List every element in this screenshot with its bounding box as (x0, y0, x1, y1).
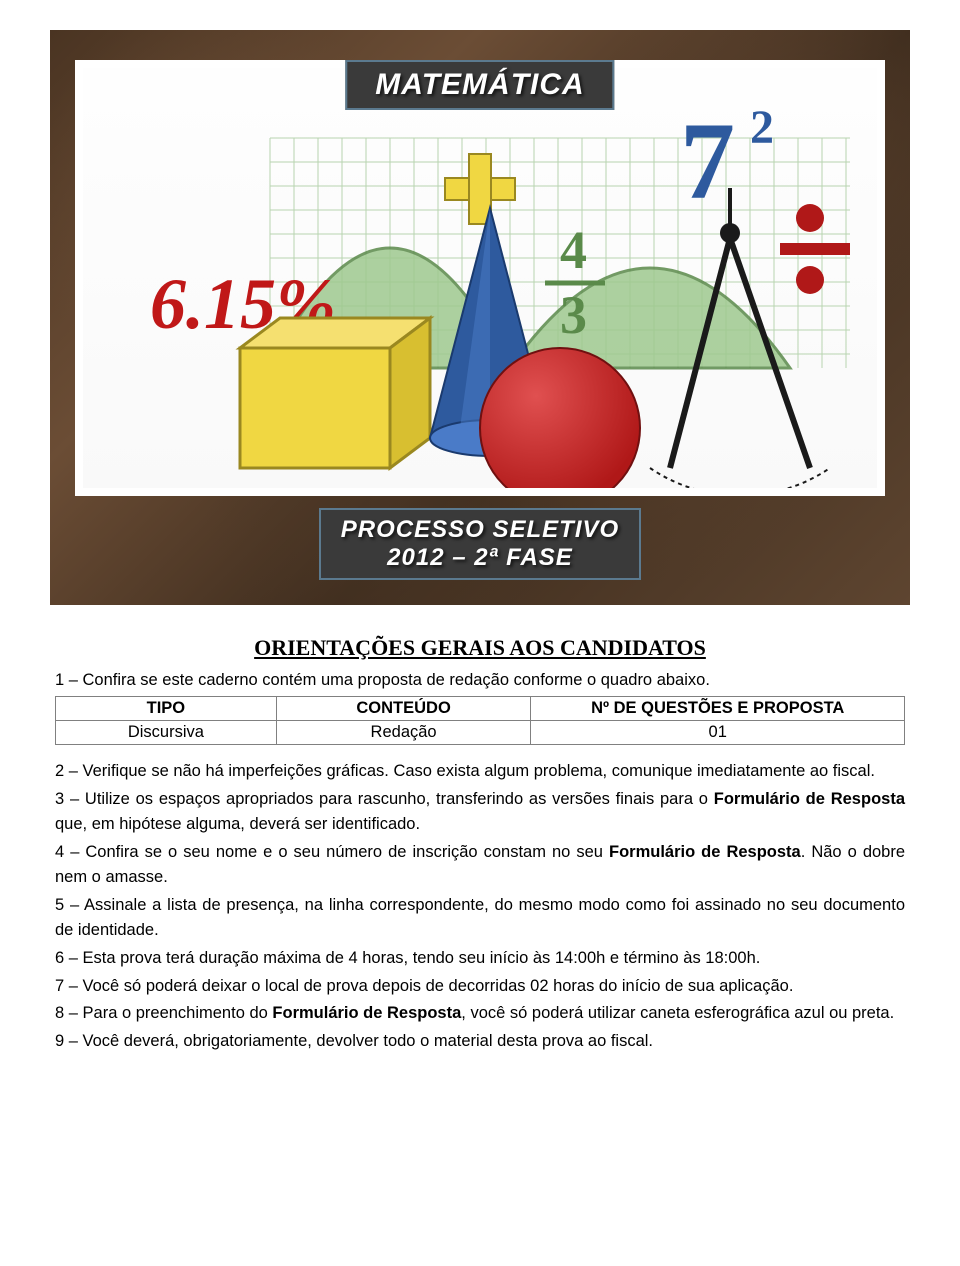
title-badge: MATEMÁTICA (345, 60, 614, 110)
text: 4 – Confira se o seu nome e o seu número… (55, 843, 609, 861)
section-heading: ORIENTAÇÕES GERAIS AOS CANDIDATOS (55, 635, 905, 661)
subtitle-badge: PROCESSO SELETIVO 2012 – 2ª FASE (319, 508, 641, 580)
math-illustration: 7 2 6.15% 43 (83, 68, 877, 488)
table-cell: 01 (531, 721, 905, 745)
intro-line: 1 – Confira se este caderno contém uma p… (55, 671, 905, 690)
bold-text: Formulário de Resposta (272, 1004, 461, 1022)
instruction-2: 2 – Verifique se não há imperfeições grá… (55, 759, 905, 785)
bold-text: Formulário de Resposta (714, 790, 905, 808)
instruction-3: 3 – Utilize os espaços apropriados para … (55, 787, 905, 838)
subtitle-line-1: PROCESSO SELETIVO (341, 516, 619, 544)
table-header: Nº DE QUESTÕES E PROPOSTA (531, 697, 905, 721)
instruction-7: 7 – Você só poderá deixar o local de pro… (55, 974, 905, 1000)
table-cell: Redação (276, 721, 531, 745)
instructions: 2 – Verifique se não há imperfeições grá… (55, 759, 905, 1054)
text: 3 – Utilize os espaços apropriados para … (55, 790, 714, 808)
text: , você só poderá utilizar caneta esferog… (461, 1004, 894, 1022)
text: 2 – Verifique se não há imperfeições grá… (55, 762, 875, 780)
text: que, em hipótese alguma, deverá ser iden… (55, 815, 420, 833)
info-table: TIPO CONTEÚDO Nº DE QUESTÕES E PROPOSTA … (55, 696, 905, 745)
table-header: TIPO (56, 697, 277, 721)
text: 5 – Assinale a lista de presença, na lin… (55, 896, 905, 940)
svg-text:3: 3 (560, 285, 587, 345)
table-header: CONTEÚDO (276, 697, 531, 721)
text: 6 – Esta prova terá duração máxima de 4 … (55, 949, 760, 967)
content: ORIENTAÇÕES GERAIS AOS CANDIDATOS 1 – Co… (0, 625, 960, 1086)
subtitle-line-2: 2012 – 2ª FASE (341, 544, 619, 572)
illustration-panel: 7 2 6.15% 43 (75, 60, 885, 496)
instruction-5: 5 – Assinale a lista de presença, na lin… (55, 893, 905, 944)
svg-text:2: 2 (750, 101, 774, 154)
illustration-svg: 7 2 6.15% 43 (83, 68, 877, 488)
text: 9 – Você deverá, obrigatoriamente, devol… (55, 1032, 653, 1050)
text: 7 – Você só poderá deixar o local de pro… (55, 977, 793, 995)
hero-frame: MATEMÁTICA 7 2 6.15% 43 (50, 30, 910, 605)
svg-text:7: 7 (680, 100, 735, 222)
instruction-9: 9 – Você deverá, obrigatoriamente, devol… (55, 1029, 905, 1055)
text: 8 – Para o preenchimento do (55, 1004, 272, 1022)
title-text: MATEMÁTICA (375, 68, 584, 101)
table-row: Discursiva Redação 01 (56, 721, 905, 745)
bold-text: Formulário de Resposta (609, 843, 801, 861)
instruction-6: 6 – Esta prova terá duração máxima de 4 … (55, 946, 905, 972)
instruction-4: 4 – Confira se o seu nome e o seu número… (55, 840, 905, 891)
svg-text:4: 4 (560, 220, 587, 280)
table-cell: Discursiva (56, 721, 277, 745)
table-header-row: TIPO CONTEÚDO Nº DE QUESTÕES E PROPOSTA (56, 697, 905, 721)
instruction-8: 8 – Para o preenchimento do Formulário d… (55, 1001, 905, 1027)
